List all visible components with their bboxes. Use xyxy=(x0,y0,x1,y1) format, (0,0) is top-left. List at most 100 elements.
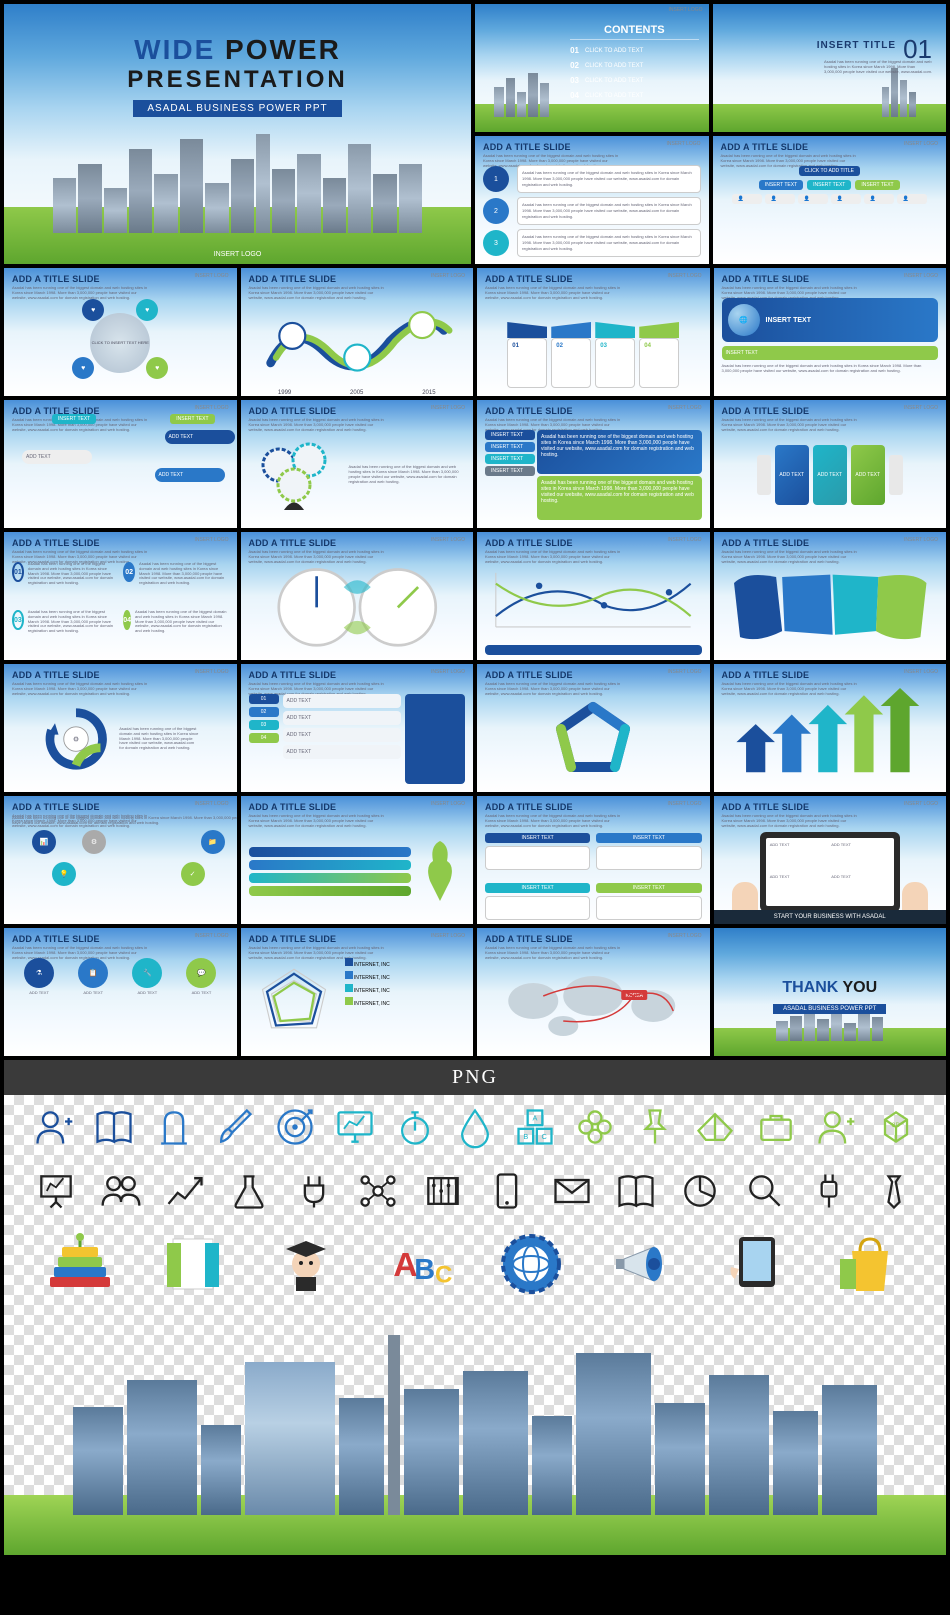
logo-mini: INSERT LOGO xyxy=(669,8,703,13)
abc-blocks-icon: ABC xyxy=(513,1105,557,1149)
slide-thankyou: THANK YOU ASADAL BUSINESS POWER PPT xyxy=(714,928,947,1056)
slide-pentagon: ADD A TITLE SLIDEAsadal has been running… xyxy=(477,664,710,792)
flask-icon xyxy=(227,1169,271,1213)
abc-letters-icon: ABC xyxy=(379,1229,459,1299)
png-assets-section: PNG ABC 3D xyxy=(4,1060,946,1555)
world-map-icon: KOREA xyxy=(487,966,700,1046)
slide-icon-circles: ADD A TITLE SLIDEAsadal has been running… xyxy=(4,796,237,924)
paper-boat-icon xyxy=(693,1105,737,1149)
abacus-icon xyxy=(421,1169,465,1213)
stopwatch-icon xyxy=(393,1105,437,1149)
globe-gear-icon xyxy=(491,1229,571,1299)
contents-list: CONTENTS 01CLICK TO ADD TEXT 02CLICK TO … xyxy=(570,24,698,100)
slide-dials: ADD A TITLE SLIDEAsadal has been running… xyxy=(241,532,474,660)
droplet-icon xyxy=(453,1105,497,1149)
slide-sidebar-tabs: ADD A TITLE SLIDEAsadal has been running… xyxy=(477,400,710,528)
step-3: 3 xyxy=(483,230,509,256)
slide-numbered-bars: ADD A TITLE SLIDEAsadal has been running… xyxy=(241,664,474,792)
slide-section-01: 01 INSERT TITLE Asadal has been running … xyxy=(713,4,947,132)
slide-korea-map: ADD A TITLE SLIDEAsadal has been running… xyxy=(241,796,474,924)
png-icon-row-2 xyxy=(4,1159,946,1223)
slide-line-chart: ADD A TITLE SLIDEAsadal has been running… xyxy=(477,532,710,660)
slide-card-grid: ADD A TITLE SLIDEAsadal has been running… xyxy=(477,796,710,924)
brush-icon xyxy=(212,1105,256,1149)
mobile-icon xyxy=(485,1169,529,1213)
power-plug-icon xyxy=(807,1169,851,1213)
hero-title-block: WIDE POWER PRESENTATION ASADAL BUSINESS … xyxy=(4,34,471,117)
user-plus-2-icon xyxy=(814,1105,858,1149)
dark-strip: START YOUR BUSINESS WITH ASADAL xyxy=(714,910,947,924)
slide-world-map: ADD A TITLE SLIDEAsadal has been running… xyxy=(477,928,710,1056)
slide-contents: INSERT LOGO CONTENTS 01CLICK TO ADD TEXT… xyxy=(475,4,709,132)
slide-3d-bars: ADD A TITLE SLIDEAsadal has been running… xyxy=(714,400,947,528)
necktie-icon xyxy=(872,1169,916,1213)
dial-gauges xyxy=(249,560,466,655)
briefcase-icon xyxy=(754,1105,798,1149)
slide-round-icons: ADD A TITLE SLIDEAsadal has been running… xyxy=(4,928,237,1056)
slide-globe-hearts: ADD A TITLE SLIDEAsadal has been running… xyxy=(4,268,237,396)
png-icon-row-1: ABC 3D xyxy=(4,1095,946,1159)
png-header: PNG xyxy=(4,1060,946,1095)
books-stack-icon xyxy=(40,1229,120,1299)
pie-chart-icon xyxy=(678,1169,722,1213)
svg-text:B: B xyxy=(414,1254,435,1286)
presentation-icon xyxy=(34,1169,78,1213)
heart-icon: ♥ xyxy=(136,299,158,321)
3d-cube-icon: 3D xyxy=(874,1105,918,1149)
crossing-lines xyxy=(485,562,701,638)
tablet-device: ADD TEXTADD TEXTADD TEXTADD TEXT xyxy=(760,832,900,912)
headstone-icon xyxy=(152,1105,196,1149)
step-1: 1 xyxy=(483,166,509,192)
hero-accent: WIDE xyxy=(134,34,215,65)
molecule-icon xyxy=(356,1169,400,1213)
monitor-chart-icon xyxy=(333,1105,377,1149)
slide-hand-gears: ADD A TITLE SLIDEAsadal has been running… xyxy=(241,400,474,528)
korea-map-icon xyxy=(415,836,465,906)
pin-icon xyxy=(633,1105,677,1149)
slide-hero: WIDE POWER PRESENTATION ASADAL BUSINESS … xyxy=(4,4,471,264)
plug-icon xyxy=(292,1169,336,1213)
slide-4-process: ADD A TITLE SLIDEAsadal has been running… xyxy=(475,136,709,264)
curved-panels xyxy=(722,565,939,649)
hero-rest: POWER xyxy=(225,34,341,65)
users-icon xyxy=(99,1169,143,1213)
globe-icon: 🌐 xyxy=(728,304,760,336)
slide-radar: ADD A TITLE SLIDEAsadal has been running… xyxy=(241,928,474,1056)
gears-icon xyxy=(249,435,349,515)
section-label: INSERT TITLE xyxy=(817,40,896,51)
slide-globe-panel: ADD A TITLE SLIDEAsadal has been running… xyxy=(714,268,947,396)
target-icon xyxy=(273,1105,317,1149)
slide-speech-bubbles: ADD A TITLE SLIDEAsadal has been running… xyxy=(4,400,237,528)
svg-text:A: A xyxy=(533,1114,538,1123)
book-icon xyxy=(614,1169,658,1213)
slide-folded-cards: ADD A TITLE SLIDEAsadal has been running… xyxy=(477,268,710,396)
clover-icon xyxy=(573,1105,617,1149)
svg-text:3D: 3D xyxy=(892,1122,901,1129)
magnifier-icon xyxy=(743,1169,787,1213)
svg-text:⚙: ⚙ xyxy=(73,736,79,744)
slide-tablet: ADD A TITLE SLIDEAsadal has been running… xyxy=(714,796,947,924)
step-2: 2 xyxy=(483,198,509,224)
slide-curved-banner: ADD A TITLE SLIDEAsadal has been running… xyxy=(714,532,947,660)
shopping-bag-icon xyxy=(830,1229,910,1299)
pentagon-ribbon xyxy=(543,699,643,779)
slide-numbered-list: ADD A TITLE SLIDEAsadal has been running… xyxy=(4,532,237,660)
svg-text:C: C xyxy=(542,1132,548,1141)
timeline-curve xyxy=(249,298,465,385)
hero-line2: PRESENTATION xyxy=(4,66,471,94)
trend-up-icon xyxy=(163,1169,207,1213)
slide-timeline: ADD A TITLE SLIDEAsadal has been running… xyxy=(241,268,474,396)
heart-icon: ♥ xyxy=(72,357,94,379)
svg-text:C: C xyxy=(435,1261,452,1288)
radar-chart xyxy=(249,958,339,1048)
megaphone-icon xyxy=(604,1229,684,1299)
heart-icon: ♥ xyxy=(146,357,168,379)
book-open-icon xyxy=(92,1105,136,1149)
arrow-bars xyxy=(722,688,939,784)
heart-icon: ♥ xyxy=(82,299,104,321)
png-city-skyline xyxy=(4,1335,946,1515)
tablet-hand-icon xyxy=(717,1229,797,1299)
document-icon xyxy=(153,1229,233,1299)
graduate-icon xyxy=(266,1229,346,1299)
slide-circular-arrow: ADD A TITLE SLIDEAsadal has been running… xyxy=(4,664,237,792)
